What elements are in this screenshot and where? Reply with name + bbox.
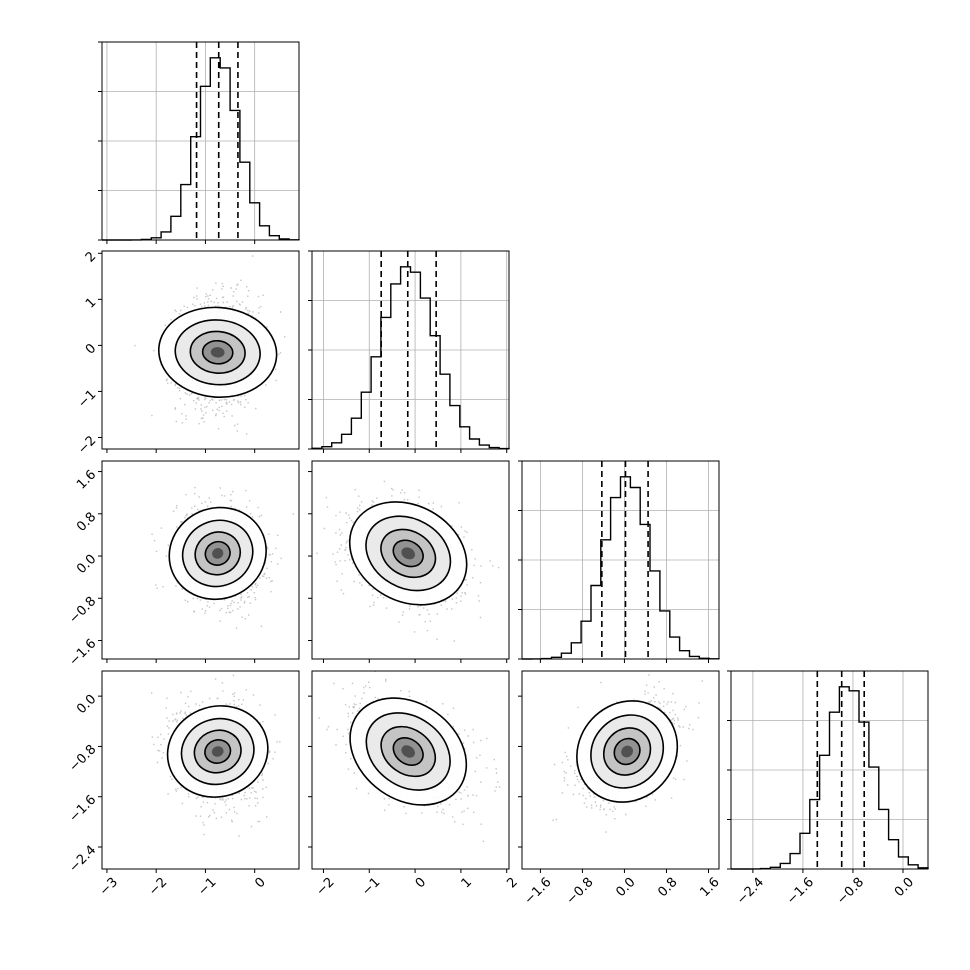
histogram-step-2 <box>522 476 720 660</box>
contour-line-2 <box>380 725 437 778</box>
density-layer <box>318 671 501 842</box>
contour-line-3 <box>204 739 232 764</box>
histogram-step-3 <box>731 686 929 870</box>
y-tick-label-2-4: 1.6 <box>74 467 99 492</box>
density-panel-3-0 <box>101 670 300 870</box>
histogram-panel-1 <box>308 250 510 450</box>
x-tick-label-1-0: −2 <box>313 875 337 899</box>
contour-line-2 <box>189 330 246 374</box>
x-tick-label-1-2: 0 <box>413 875 429 891</box>
x-tick-label-0-2: −1 <box>195 875 219 899</box>
contour-line-0 <box>168 506 267 601</box>
y-tick-label-1-4: 2 <box>83 249 99 265</box>
y-tick-label-3-0: −2.4 <box>66 843 99 876</box>
contour-line-1 <box>174 319 261 386</box>
x-tick-label-1-4: 2 <box>504 875 520 891</box>
x-tick-label-0-3: 0 <box>252 875 268 891</box>
density-layer <box>316 480 500 642</box>
y-tick-label-3-1: −1.6 <box>66 792 99 825</box>
contour-line-0 <box>166 705 269 798</box>
y-tick-label-2-2: 0.0 <box>74 552 99 577</box>
contour-line-1 <box>181 519 254 588</box>
density-layer <box>552 674 703 833</box>
density-shade-4 <box>211 746 224 757</box>
density-panel-2-0 <box>101 460 300 660</box>
x-tick-label-3-2: −0.8 <box>834 875 867 908</box>
contour-line-0 <box>576 700 679 803</box>
panel-frame <box>311 460 510 660</box>
density-layer <box>134 255 286 435</box>
x-tick-label-2-3: 0.8 <box>655 875 680 900</box>
density-layer <box>151 486 294 629</box>
x-tick-label-1-1: −1 <box>359 875 383 899</box>
contour-line-3 <box>392 737 424 766</box>
panel-frame <box>101 460 300 660</box>
contour-line-0 <box>157 306 278 399</box>
contour-line-0 <box>348 501 468 606</box>
contour-line-3 <box>201 339 234 365</box>
contour-line-1 <box>180 717 255 786</box>
histogram-panel-0 <box>98 41 300 241</box>
panel-frame <box>101 250 300 450</box>
panel-frame <box>311 670 510 870</box>
panel-frame <box>101 670 300 870</box>
contour-line-2 <box>380 528 437 579</box>
histogram-panel-2 <box>518 460 720 660</box>
density-layer <box>151 674 281 837</box>
y-tick-label-1-3: 1 <box>83 295 99 311</box>
y-tick-label-3-3: 0.0 <box>74 692 99 717</box>
histogram-step-1 <box>311 266 510 450</box>
density-shade-4 <box>401 745 415 758</box>
density-shade-4 <box>401 547 416 560</box>
x-tick-label-2-1: −0.8 <box>564 875 597 908</box>
x-tick-label-0-1: −2 <box>146 875 170 899</box>
x-tick-label-2-0: −1.6 <box>522 875 555 908</box>
density-shade-4 <box>210 347 225 358</box>
y-tick-label-2-0: −1.6 <box>66 636 99 669</box>
x-tick-label-2-4: 1.6 <box>697 875 722 900</box>
y-tick-label-2-3: 0.8 <box>74 510 99 535</box>
contour-line-1 <box>365 515 452 592</box>
density-panel-3-2 <box>521 670 720 870</box>
contour-line-1 <box>590 714 665 789</box>
y-tick-label-3-2: −0.8 <box>66 742 99 775</box>
y-tick-label-1-0: −2 <box>75 433 99 457</box>
density-shade-4 <box>621 745 633 758</box>
contour-line-2 <box>602 727 652 776</box>
x-tick-label-3-1: −1.6 <box>784 875 817 908</box>
panel-frame <box>521 670 720 870</box>
y-tick-label-1-1: −1 <box>75 387 99 411</box>
x-tick-label-3-3: 0.0 <box>892 875 917 900</box>
x-tick-label-1-3: 1 <box>459 875 475 891</box>
density-panel-2-1 <box>311 460 510 660</box>
contour-line-2 <box>193 729 242 774</box>
contour-line-1 <box>365 712 451 791</box>
histogram-step-0 <box>102 57 300 241</box>
x-tick-label-2-2: 0.0 <box>613 875 638 900</box>
density-panel-3-1 <box>311 670 510 870</box>
contour-line-3 <box>613 737 641 766</box>
contour-line-2 <box>194 531 242 576</box>
contour-line-3 <box>204 540 231 566</box>
contour-line-3 <box>392 539 424 568</box>
contour-line-0 <box>349 697 468 806</box>
density-shade-4 <box>212 548 224 559</box>
density-panel-1-0 <box>101 250 300 450</box>
y-tick-label-2-1: −0.8 <box>66 594 99 627</box>
histogram-panel-3 <box>727 670 929 870</box>
y-tick-label-1-2: 0 <box>83 341 99 357</box>
x-tick-label-3-0: −2.4 <box>734 875 767 908</box>
x-tick-label-0-0: −3 <box>97 875 121 899</box>
